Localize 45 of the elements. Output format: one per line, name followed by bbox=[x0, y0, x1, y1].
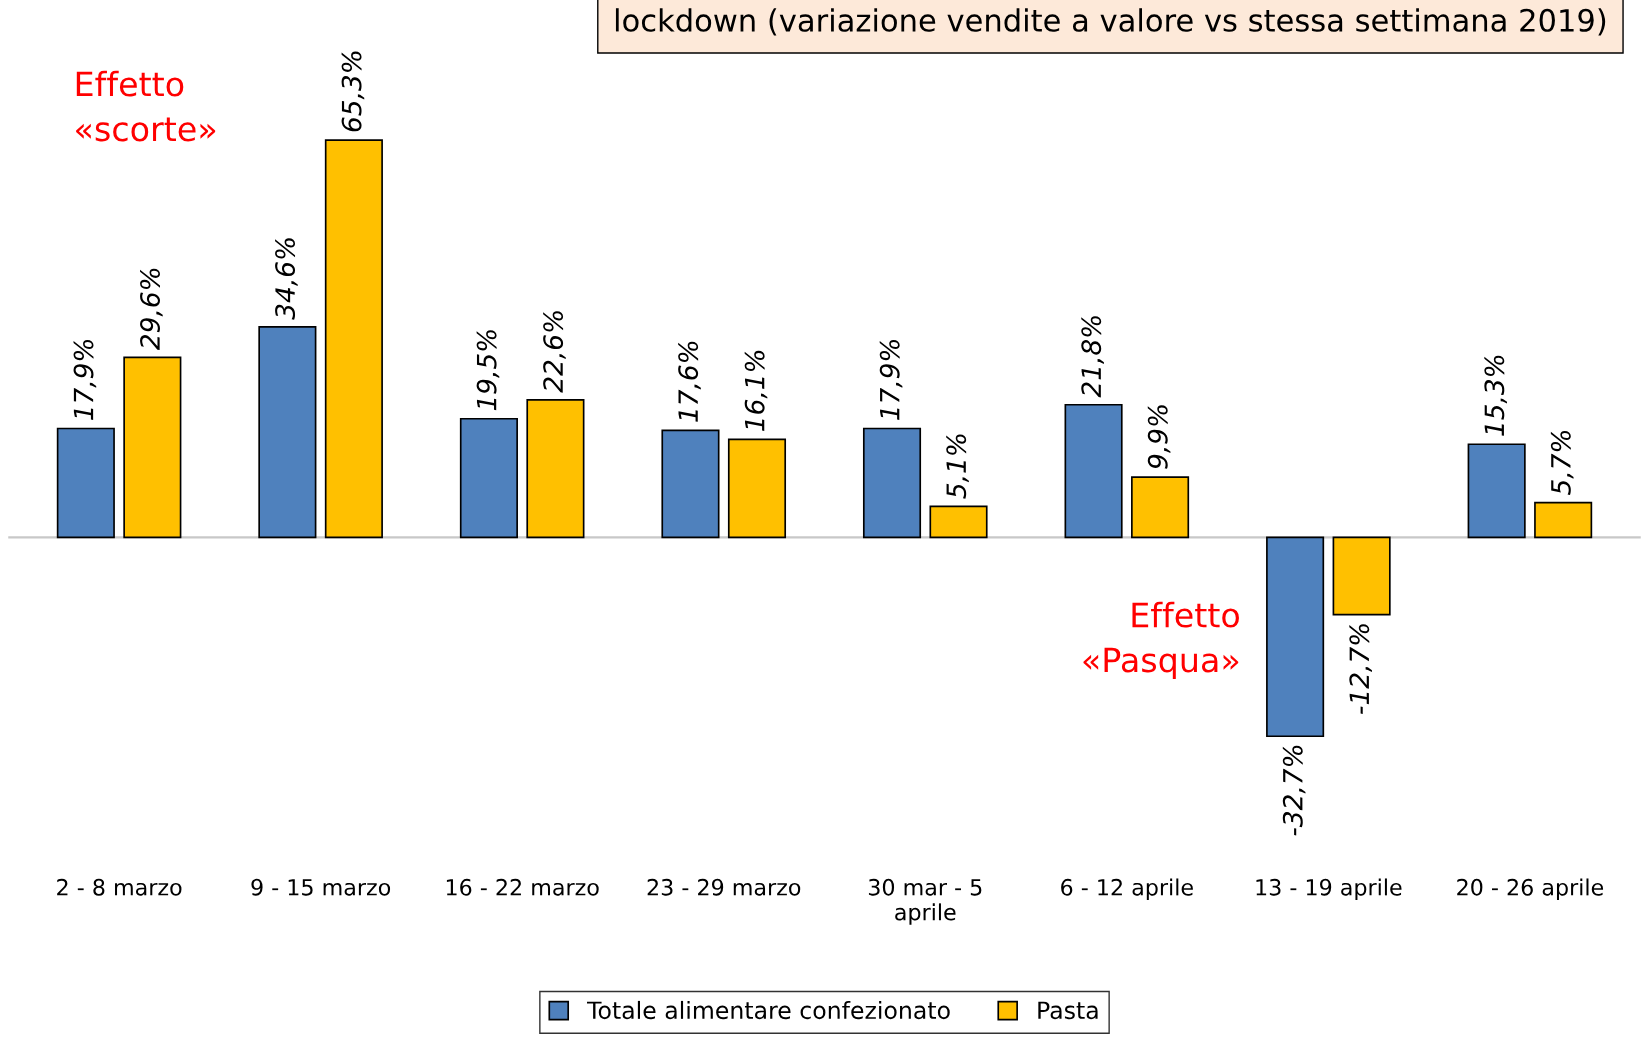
bar bbox=[526, 399, 585, 539]
data-label: 22,6% bbox=[543, 311, 566, 393]
bar bbox=[727, 438, 787, 539]
x-tick-label: 13 - 19 aprile bbox=[1256, 878, 1402, 900]
bar bbox=[459, 417, 518, 539]
bar bbox=[1332, 536, 1391, 616]
chart-title: lockdown (variazione vendite a valore vs stessa settimana 2019) bbox=[615, 8, 1606, 36]
bar bbox=[1266, 536, 1325, 738]
legend-label: Totale alimentare confezionato bbox=[587, 1000, 950, 1020]
data-label: 5,1% bbox=[946, 434, 969, 499]
data-label: 29,6% bbox=[140, 268, 163, 351]
data-label: 16,1% bbox=[744, 350, 768, 431]
bar bbox=[123, 356, 182, 539]
bar bbox=[258, 326, 317, 539]
data-label: 34,6% bbox=[275, 238, 298, 320]
x-tick-label: 20 - 26 aprile bbox=[1457, 878, 1604, 900]
bar bbox=[324, 139, 383, 539]
data-label: 19,5% bbox=[476, 330, 500, 411]
data-label: 17,9% bbox=[73, 339, 97, 421]
data-label: 17,6% bbox=[678, 341, 701, 422]
data-label: 9,9% bbox=[1147, 405, 1171, 469]
data-label: -12,7% bbox=[1349, 624, 1372, 714]
legend-label: Pasta bbox=[1038, 1001, 1098, 1020]
data-label: 17,9% bbox=[879, 339, 903, 421]
x-tick-label: 2 - 8 marzo bbox=[57, 878, 182, 896]
x-tick-label: 9 - 15 marzo bbox=[251, 878, 391, 896]
x-tick-label: 6 - 12 aprile bbox=[1061, 878, 1193, 900]
data-label: 65,3% bbox=[341, 51, 365, 132]
data-label: -32,7% bbox=[1282, 745, 1306, 836]
data-label: 21,8% bbox=[1081, 316, 1104, 398]
bar bbox=[862, 427, 922, 539]
bar bbox=[929, 505, 988, 539]
x-tick-label: 23 - 29 marzo bbox=[647, 878, 801, 896]
x-tick-label: 16 - 22 marzo bbox=[446, 878, 599, 896]
annotation: Effetto «Pasqua» bbox=[1083, 601, 1239, 679]
bar bbox=[661, 429, 720, 539]
x-tick-label: 30 mar - 5 aprile bbox=[868, 878, 982, 925]
bar bbox=[1131, 476, 1190, 539]
bar bbox=[1467, 443, 1526, 539]
annotation: Effetto «scorte» bbox=[76, 70, 216, 142]
data-label: 15,3% bbox=[1484, 355, 1507, 436]
bar bbox=[1064, 403, 1123, 539]
bar bbox=[56, 427, 115, 539]
data-label: 5,7% bbox=[1550, 430, 1574, 495]
bar bbox=[1534, 501, 1593, 539]
